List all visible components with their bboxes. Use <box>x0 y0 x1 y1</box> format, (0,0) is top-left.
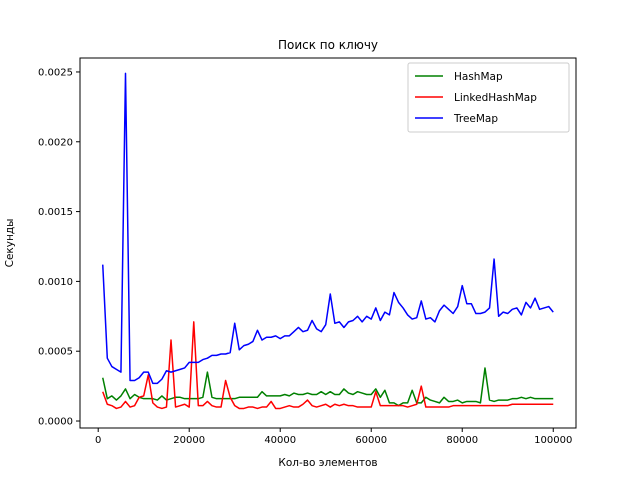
axes-frame <box>79 57 577 429</box>
series-layer <box>102 72 554 410</box>
y-tick-label: 0.0000 <box>38 417 73 428</box>
x-tick-label: 80000 <box>446 435 478 446</box>
legend-label-hashmap: HashMap <box>454 71 503 83</box>
x-tick-label: 0 <box>95 435 101 446</box>
x-axis-label: Кол-во элементов <box>278 457 377 469</box>
x-tick-label: 60000 <box>355 435 387 446</box>
y-tick-label: 0.0010 <box>38 277 73 288</box>
legend-box <box>407 62 570 133</box>
y-tick-label: 0.0005 <box>38 347 73 358</box>
y-axis-ticks: 0.0000 0.0005 0.0010 0.0015 0.0020 0.0025 <box>38 67 80 428</box>
y-axis-label: Секунды <box>4 219 16 268</box>
y-tick-label: 0.0015 <box>38 207 73 218</box>
series-line-linkedhashmap <box>102 321 554 410</box>
legend: HashMap LinkedHashMap TreeMap <box>407 62 570 133</box>
x-tick-label: 40000 <box>264 435 296 446</box>
series-line-hashmap <box>102 367 554 407</box>
x-axis-ticks: 0 20000 40000 60000 80000 100000 <box>95 428 572 446</box>
legend-label-treemap: TreeMap <box>453 113 498 125</box>
y-tick-label: 0.0020 <box>38 137 73 148</box>
chart-title: Поиск по ключу <box>278 38 378 52</box>
legend-label-linkedhashmap: LinkedHashMap <box>454 92 537 104</box>
x-tick-label: 100000 <box>534 435 572 446</box>
x-tick-label: 20000 <box>173 435 205 446</box>
y-tick-label: 0.0025 <box>38 67 73 78</box>
series-line-treemap <box>102 72 554 385</box>
